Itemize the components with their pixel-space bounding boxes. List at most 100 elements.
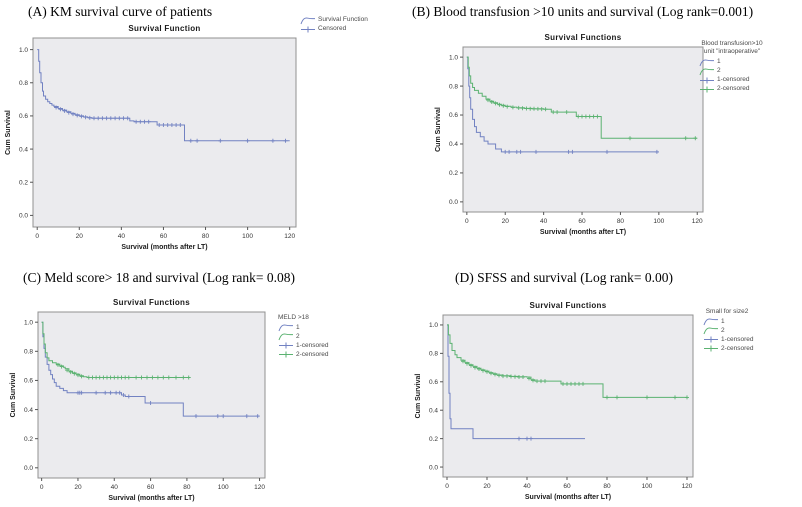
x-tick-label: 40	[111, 484, 119, 491]
y-tick-label: 0.2	[24, 436, 33, 443]
x-tick-label: 60	[160, 233, 168, 240]
y-tick-label: 0.6	[24, 378, 33, 385]
y-tick-label: 0.0	[449, 199, 458, 206]
y-tick-label: 0.4	[449, 141, 458, 148]
plot-area	[462, 46, 704, 213]
panel-c-plot: Survival Functions 0.0 0.2 0.4 0.6 0.8 1.0 0 20 4…	[10, 298, 266, 502]
legend-entry: 1-censored	[699, 76, 765, 85]
x-tick-label: 80	[603, 483, 611, 490]
x-tick-label: 20	[502, 218, 510, 225]
legend-entry: 1	[278, 323, 329, 332]
x-tick-label: 20	[483, 483, 491, 490]
legend-entry-label: 2	[721, 326, 725, 334]
y-axis-label: Cum Survival	[5, 110, 12, 155]
legend-entry-label: 1-censored	[721, 335, 754, 343]
plot-area	[32, 37, 297, 228]
x-tick-label: 120	[254, 484, 265, 491]
legend-entry: 2-censored	[278, 350, 329, 359]
chart-title: Survival Functions	[530, 301, 607, 310]
x-tick-label: 0	[40, 484, 44, 491]
x-tick-label: 120	[284, 233, 295, 240]
censor-marks-2	[56, 362, 191, 380]
legend-entry: 2-censored	[699, 85, 765, 94]
chart-title: Survival Function	[128, 24, 200, 33]
x-tick-label: 20	[74, 484, 82, 491]
group2-censored-glyph	[279, 351, 293, 358]
group1-line-glyph	[278, 324, 294, 332]
x-tick-label: 60	[563, 483, 571, 490]
x-tick-label: 120	[682, 483, 693, 490]
y-tick-label: 0.6	[449, 112, 458, 119]
legend-entry: Censored	[300, 25, 368, 34]
chart-title: Survival Functions	[113, 298, 190, 307]
censor-marks-2	[486, 98, 698, 141]
x-tick-label: 100	[242, 233, 253, 240]
legend-entry-label: 1-censored	[717, 76, 750, 84]
panel-c-legend: MELD >18 1 2 1-censored 2-censored	[278, 314, 329, 359]
legend-entry-label: 2-censored	[296, 350, 329, 358]
x-axis-label: Survival (months after LT)	[121, 244, 207, 251]
legend-entry-label: Survival Function	[318, 16, 368, 24]
censor-marks-1	[503, 149, 659, 154]
panel-d-legend: Small for size2 1 2 1-censored 2-censore…	[703, 308, 754, 353]
x-tick-label: 20	[76, 233, 84, 240]
legend-entry-label: 1	[721, 317, 725, 325]
legend-entry: 2	[699, 67, 765, 76]
y-tick-label: 0.4	[429, 407, 438, 414]
y-tick-label: 0.2	[449, 170, 458, 177]
y-tick-label: 0.8	[19, 80, 28, 87]
panel-a-caption: (A) KM survival curve of patients	[28, 4, 213, 19]
x-tick-label: 0	[465, 218, 469, 225]
group2-line-glyph	[699, 68, 715, 76]
legend-entry-label: Censored	[318, 25, 347, 33]
panel-b-plot: Survival Functions 0.0 0.2 0.4 0.6 0.8 1.0 0 20 4…	[435, 33, 704, 236]
panel-a-plot: Survival Function 0.0 0.2 0.4 0.6 0.8 1.0 0 20 40…	[5, 24, 297, 251]
legend-entry-label: 2-censored	[721, 344, 754, 352]
y-tick-label: 0.8	[24, 349, 33, 356]
km-curve-1	[447, 324, 585, 440]
group1-censored-glyph	[704, 336, 718, 343]
censor-marks-1	[517, 436, 533, 441]
x-axis-label: Survival (months after LT)	[540, 229, 626, 236]
x-tick-label: 40	[540, 218, 548, 225]
legend-entry-label: 2	[717, 67, 721, 75]
group2-censored-glyph	[700, 86, 714, 93]
y-tick-label: 0.8	[449, 83, 458, 90]
y-tick-label: 1.0	[449, 54, 458, 61]
plot-area	[37, 311, 266, 479]
group1-line-glyph	[699, 59, 715, 67]
legend-entry: 1	[703, 317, 751, 326]
legend-entry: 1-censored	[278, 341, 329, 350]
km-curve-1	[466, 56, 659, 153]
legend-entry: 1	[699, 58, 765, 67]
panel-c: (C) Meld score> 18 and survival (Log ran…	[0, 260, 401, 507]
panel-b-caption: (B) Blood transfusion >10 units and surv…	[412, 4, 754, 19]
legend-title: Small for size2	[705, 308, 749, 315]
y-tick-label: 0.6	[429, 379, 438, 386]
legend-entry: Survival Function	[300, 16, 368, 25]
panel-a-legend: Survival Function Censored	[300, 16, 368, 34]
panel-d-plot: Survival Functions 0.0 0.2 0.4 0.6 0.8 1.0 0 20 4…	[415, 301, 694, 501]
y-tick-label: 0.4	[19, 146, 28, 153]
group1-censored-glyph	[700, 77, 714, 84]
plot-area	[442, 314, 694, 478]
legend-entry-label: 1-censored	[296, 341, 329, 349]
x-tick-label: 0	[445, 483, 449, 490]
panel-a: (A) KM survival curve of patients Surviv…	[0, 0, 401, 260]
panel-b: (B) Blood transfusion >10 units and surv…	[401, 0, 802, 260]
legend-entry-label: 2	[296, 332, 300, 340]
group2-line-glyph	[703, 327, 719, 335]
x-tick-label: 40	[523, 483, 531, 490]
y-tick-label: 1.0	[24, 319, 33, 326]
y-tick-label: 0.0	[19, 213, 28, 220]
x-tick-label: 60	[578, 218, 586, 225]
x-tick-label: 80	[183, 484, 191, 491]
y-axis-label: Cum Survival	[10, 373, 17, 418]
legend-entry: 2	[278, 332, 329, 341]
chart-title: Survival Functions	[545, 33, 622, 42]
legend-entry: 1-censored	[703, 335, 754, 344]
x-axis-label: Survival (months after LT)	[108, 495, 194, 502]
x-tick-label: 100	[218, 484, 229, 491]
x-tick-label: 100	[642, 483, 653, 490]
legend-entry-label: 2-censored	[717, 85, 750, 93]
